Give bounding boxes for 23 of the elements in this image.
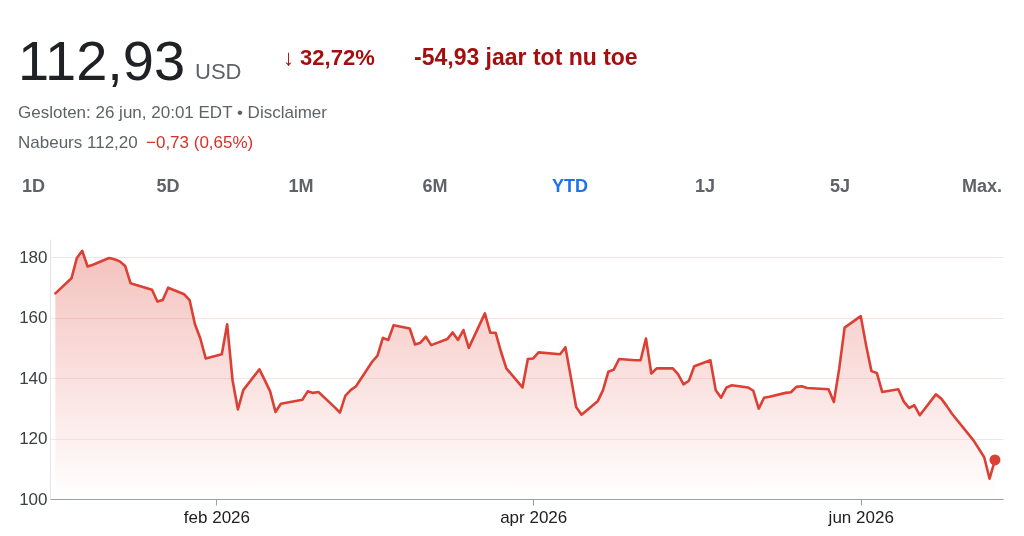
text: Gesloten: 26 jun, 20:01 EDT • Disclaimer — [18, 103, 328, 122]
text: USD — [195, 59, 242, 84]
y-tick-label: 120 — [19, 429, 48, 449]
x-tick-label: apr 2026 — [500, 507, 568, 527]
text: 112,93 — [18, 29, 186, 92]
text: 1J — [694, 176, 716, 196]
text: YTD — [552, 176, 588, 196]
text: 1D — [22, 176, 46, 196]
x-tick-label: feb 2026 — [183, 507, 251, 527]
y-tick-label: 160 — [19, 308, 48, 328]
text: -54,93 jaar tot nu toe — [414, 44, 638, 70]
y-tick-label: 100 — [19, 489, 48, 509]
text: ↓ 32,72% — [283, 45, 375, 70]
text: Nabeurs 112,20 — [18, 133, 138, 152]
y-tick-label: 140 — [19, 368, 48, 388]
text: 5J — [829, 176, 851, 196]
text: 6M — [422, 176, 448, 196]
text: Max. — [961, 176, 1002, 196]
x-tick-label: jun 2026 — [827, 507, 894, 527]
y-tick-label: 180 — [19, 247, 48, 267]
text: −0,73 (0,65%) — [146, 133, 254, 152]
text: 1M — [288, 176, 314, 196]
text: 5D — [156, 176, 180, 196]
